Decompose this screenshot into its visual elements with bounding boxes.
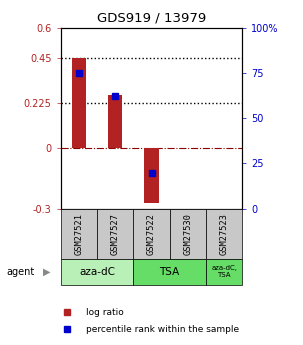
Bar [61,209,97,259]
Text: log ratio: log ratio [86,308,124,317]
Bar [144,148,159,203]
Text: GDS919 / 13979: GDS919 / 13979 [97,11,206,24]
Text: GSM27527: GSM27527 [111,213,120,255]
Text: GSM27523: GSM27523 [220,213,229,255]
Bar [133,209,170,259]
Text: aza-dC,
TSA: aza-dC, TSA [211,265,237,278]
Text: ▶: ▶ [42,267,50,277]
Text: aza-dC: aza-dC [79,267,115,277]
Bar [206,259,242,285]
Bar [133,259,206,285]
Bar [61,259,133,285]
Text: GSM27521: GSM27521 [74,213,83,255]
Bar [108,95,122,148]
Text: GSM27522: GSM27522 [147,213,156,255]
Bar [72,58,86,148]
Text: GSM27530: GSM27530 [183,213,192,255]
Bar [206,209,242,259]
Text: agent: agent [6,267,34,277]
Bar [97,209,133,259]
Bar [170,209,206,259]
Text: TSA: TSA [160,267,180,277]
Text: percentile rank within the sample: percentile rank within the sample [86,325,239,334]
